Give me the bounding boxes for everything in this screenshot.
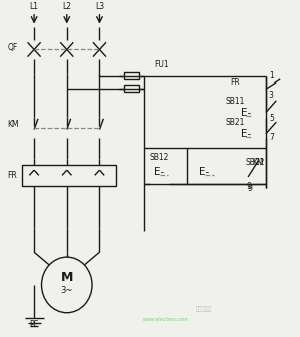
Text: L2: L2 xyxy=(62,2,71,11)
Text: 3: 3 xyxy=(269,91,274,100)
Text: FU1: FU1 xyxy=(154,60,169,69)
Text: FR: FR xyxy=(7,171,17,180)
Text: E-: E- xyxy=(241,108,251,118)
Text: 9: 9 xyxy=(247,182,251,191)
Text: M: M xyxy=(61,271,73,284)
Bar xyxy=(22,165,116,186)
Bar xyxy=(187,148,266,184)
Text: E-: E- xyxy=(199,167,209,177)
Text: L3: L3 xyxy=(95,2,104,11)
Text: PE: PE xyxy=(29,320,39,329)
Bar xyxy=(124,72,139,79)
Text: E-: E- xyxy=(154,167,164,177)
Text: SB21: SB21 xyxy=(226,118,245,127)
Text: KM: KM xyxy=(7,120,19,129)
Text: 1: 1 xyxy=(269,71,274,80)
Text: QF: QF xyxy=(7,43,18,52)
Text: 5: 5 xyxy=(269,114,274,123)
Text: 7: 7 xyxy=(269,133,274,142)
Text: KM: KM xyxy=(253,158,264,167)
Text: www.elecfans.com: www.elecfans.com xyxy=(142,317,188,322)
Text: L1: L1 xyxy=(30,2,39,11)
Text: SB11: SB11 xyxy=(226,97,245,106)
Text: E-: E- xyxy=(241,129,251,139)
Text: FR: FR xyxy=(230,78,240,87)
Text: SB22: SB22 xyxy=(245,158,265,167)
Text: SB12: SB12 xyxy=(150,153,170,162)
Text: 电子发烧友: 电子发烧友 xyxy=(195,307,212,312)
Text: 3~: 3~ xyxy=(61,286,73,295)
Text: 9: 9 xyxy=(248,184,252,193)
Bar xyxy=(124,85,139,92)
